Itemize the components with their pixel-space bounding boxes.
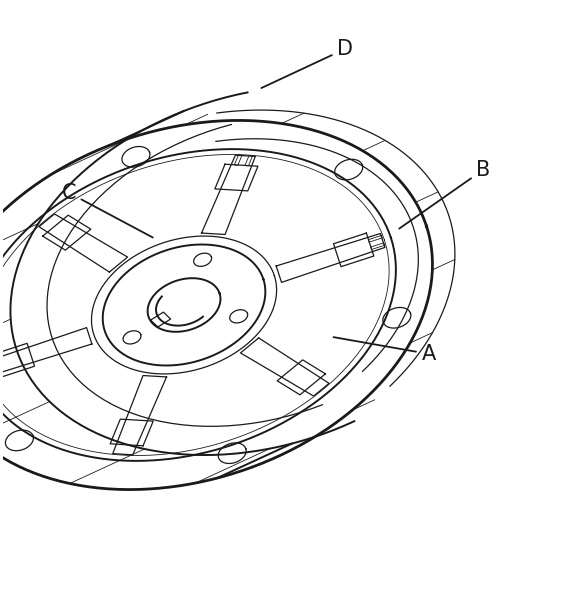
Text: B: B	[399, 160, 490, 229]
Text: C: C	[62, 183, 153, 237]
Text: D: D	[261, 39, 353, 88]
Text: A: A	[333, 337, 436, 364]
